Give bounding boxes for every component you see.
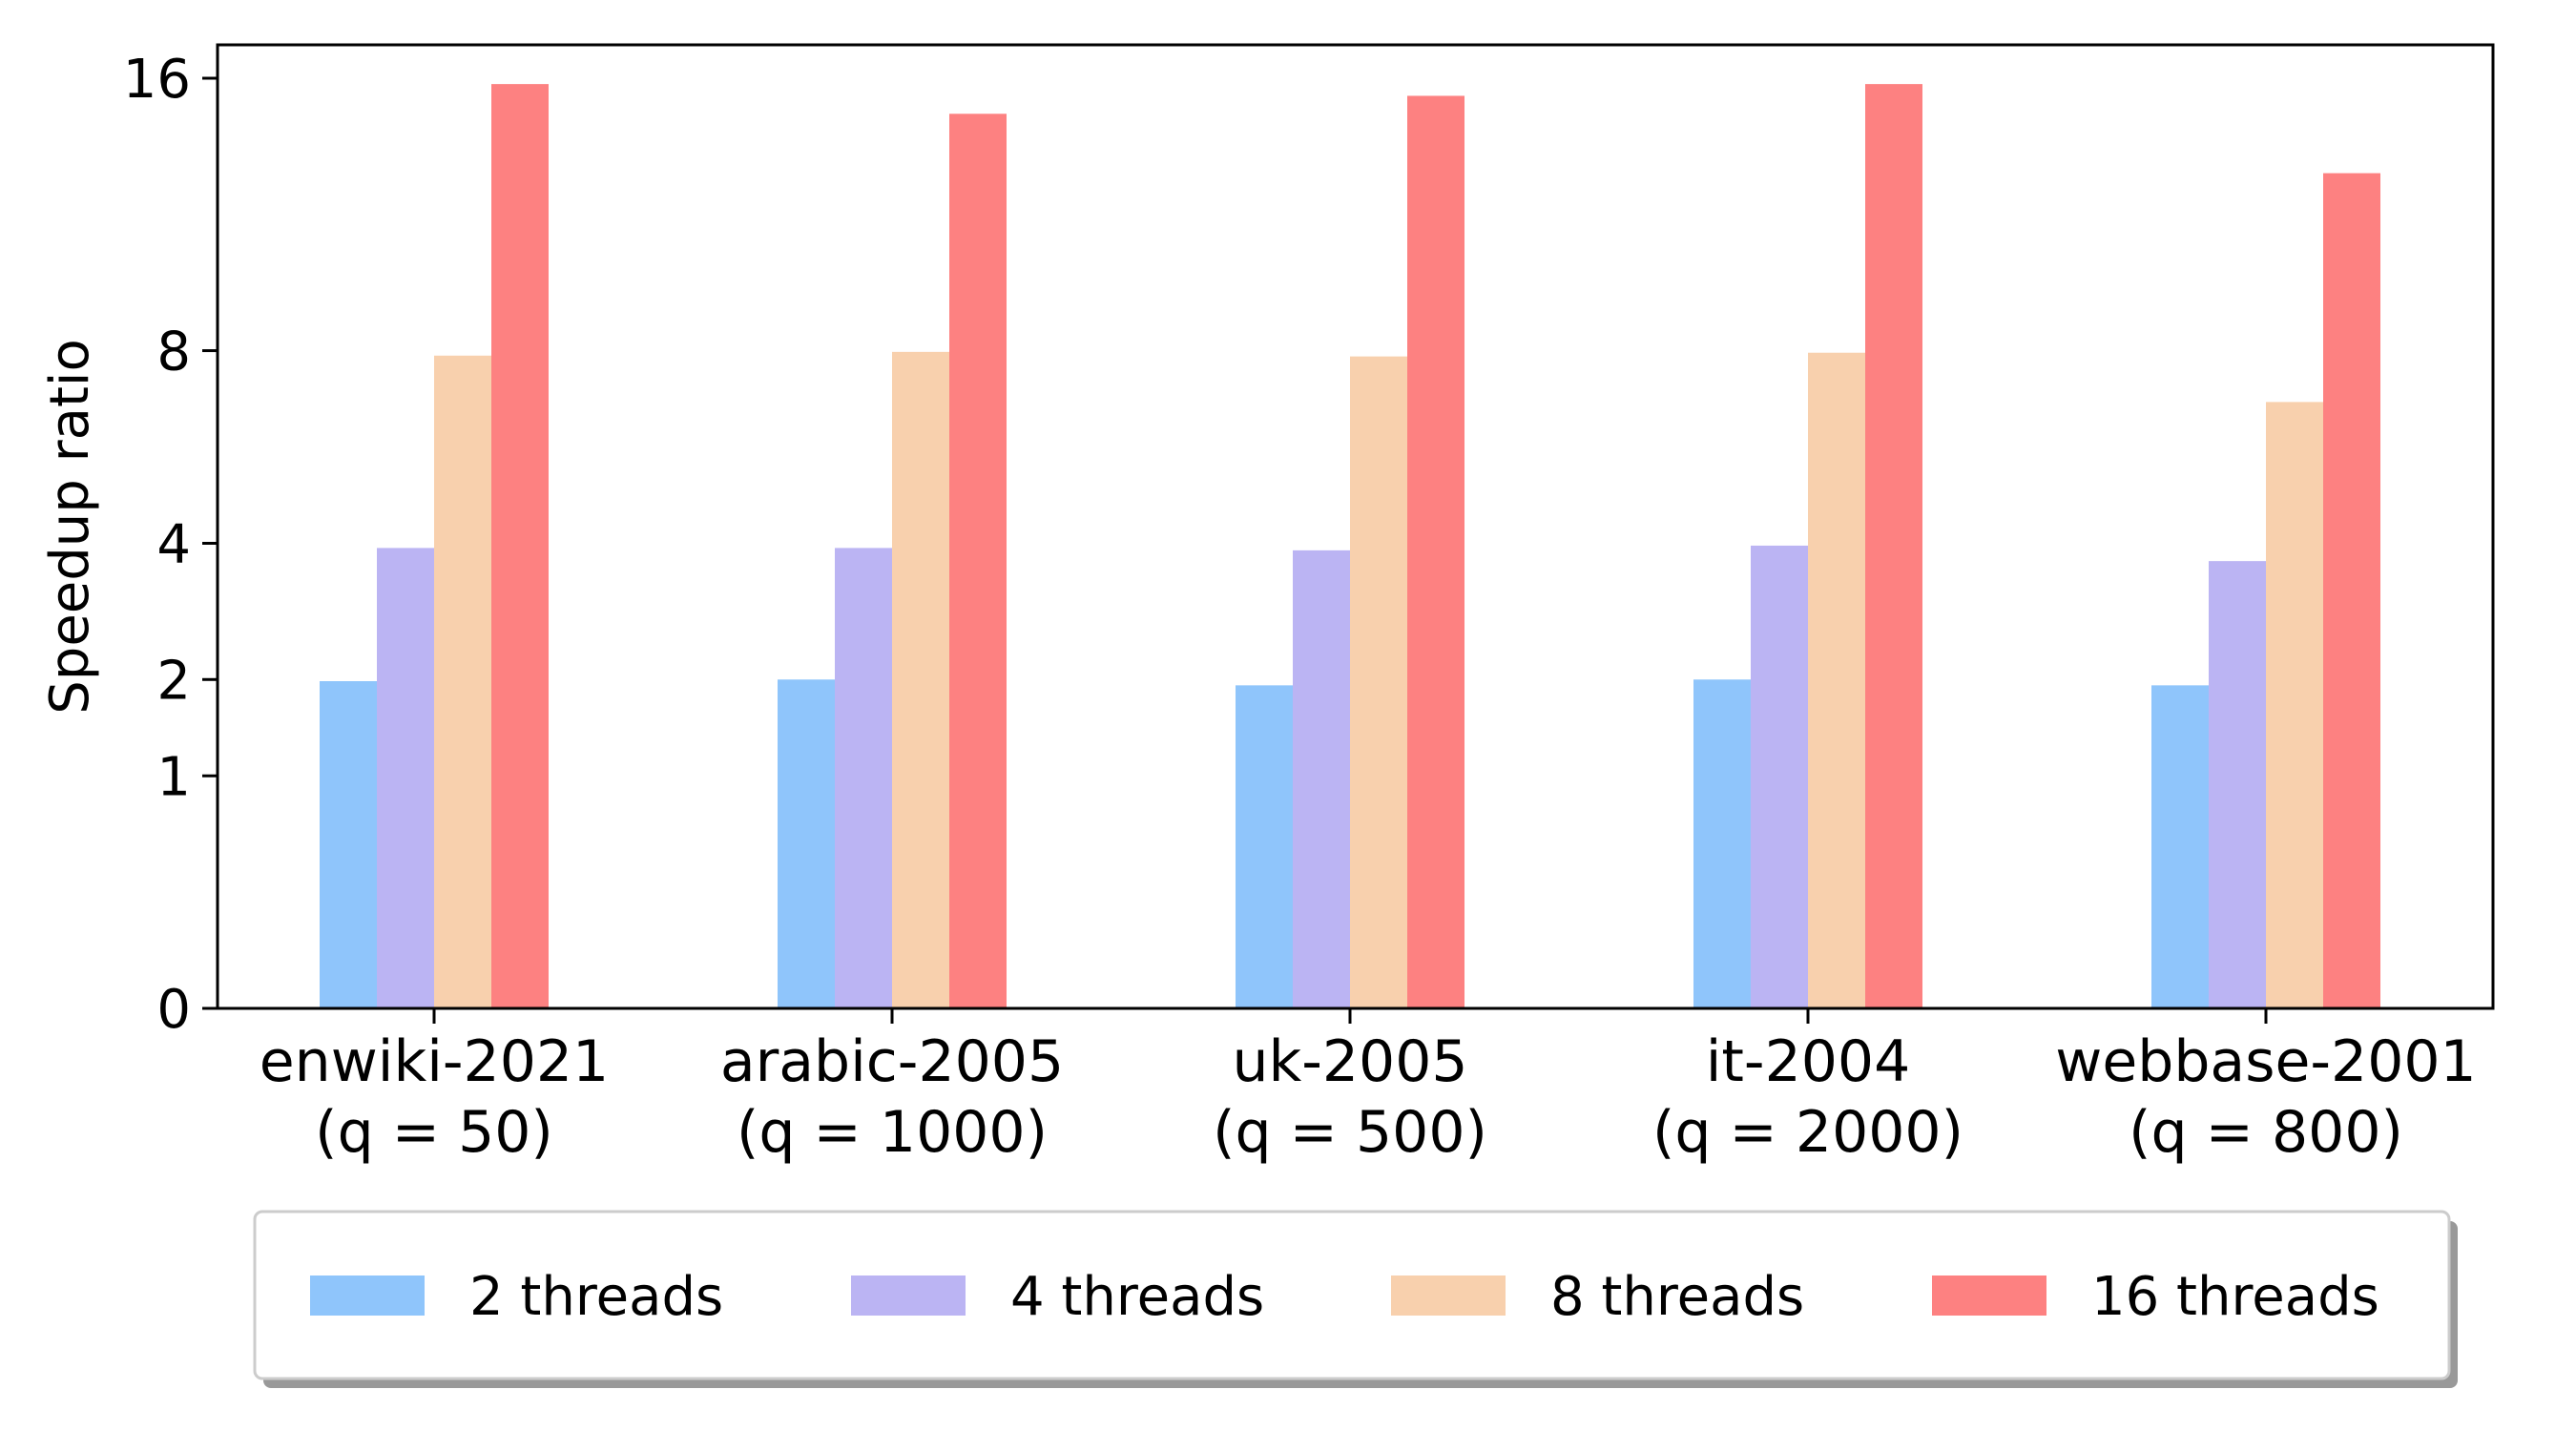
bar <box>491 84 549 1008</box>
x-tick-label: uk-2005 <box>1232 1028 1467 1095</box>
legend-label: 8 threads <box>1550 1266 1804 1328</box>
x-tick-param: (q = 1000) <box>737 1099 1048 1166</box>
bar <box>2323 173 2380 1009</box>
legend-label: 4 threads <box>1010 1266 1264 1328</box>
y-tick-label: 2 <box>156 650 191 712</box>
x-tick-param: (q = 2000) <box>1652 1099 1963 1166</box>
bar <box>2151 685 2209 1008</box>
bar <box>1751 545 1808 1008</box>
bar <box>892 351 949 1009</box>
bar <box>434 355 491 1009</box>
x-tick-label: enwiki-2021 <box>260 1028 609 1095</box>
bar <box>2209 561 2266 1008</box>
y-tick-label: 0 <box>156 979 191 1041</box>
y-axis-label: Speedup ratio <box>39 339 101 715</box>
x-axis: enwiki-2021(q = 50) arabic-2005(q = 1000)… <box>260 1008 2477 1166</box>
bar <box>1350 356 1407 1008</box>
legend-label: 2 threads <box>469 1266 723 1328</box>
bar <box>2266 402 2323 1008</box>
legend-items: 2 threads 4 threads 8 threads 16 threads <box>310 1266 2379 1328</box>
bar <box>1407 95 1465 1008</box>
y-tick-label: 16 <box>123 49 191 111</box>
legend-swatch <box>310 1275 425 1316</box>
bar <box>320 681 377 1008</box>
bar <box>778 679 835 1008</box>
x-tick-label: it-2004 <box>1706 1028 1911 1095</box>
y-tick-label: 4 <box>156 514 191 576</box>
legend-label: 16 threads <box>2091 1266 2379 1328</box>
legend-swatch <box>851 1275 966 1316</box>
legend: 2 threads 4 threads 8 threads 16 threads <box>253 1210 2458 1388</box>
y-axis: 0 1 2 4 8 16 <box>123 49 218 1041</box>
legend-swatch <box>1932 1275 2046 1316</box>
y-tick-label: 8 <box>156 321 191 384</box>
bars-layer <box>320 84 2380 1009</box>
x-tick-label: webbase-2001 <box>2055 1028 2476 1095</box>
bar <box>377 548 434 1008</box>
bar <box>1808 352 1865 1008</box>
legend-box <box>253 1210 2451 1380</box>
bar <box>1865 84 1922 1008</box>
x-tick-param: (q = 800) <box>2129 1099 2403 1166</box>
x-tick-label: arabic-2005 <box>720 1028 1064 1095</box>
bar <box>835 548 892 1008</box>
bar <box>1693 679 1751 1008</box>
x-tick-param: (q = 50) <box>315 1099 553 1166</box>
bar <box>1293 550 1350 1008</box>
bar <box>949 114 1007 1008</box>
x-tick-param: (q = 500) <box>1213 1099 1487 1166</box>
bar <box>1236 685 1293 1008</box>
plot-frame <box>216 43 2495 1010</box>
y-tick-label: 1 <box>156 746 191 808</box>
legend-swatch <box>1391 1275 1506 1316</box>
